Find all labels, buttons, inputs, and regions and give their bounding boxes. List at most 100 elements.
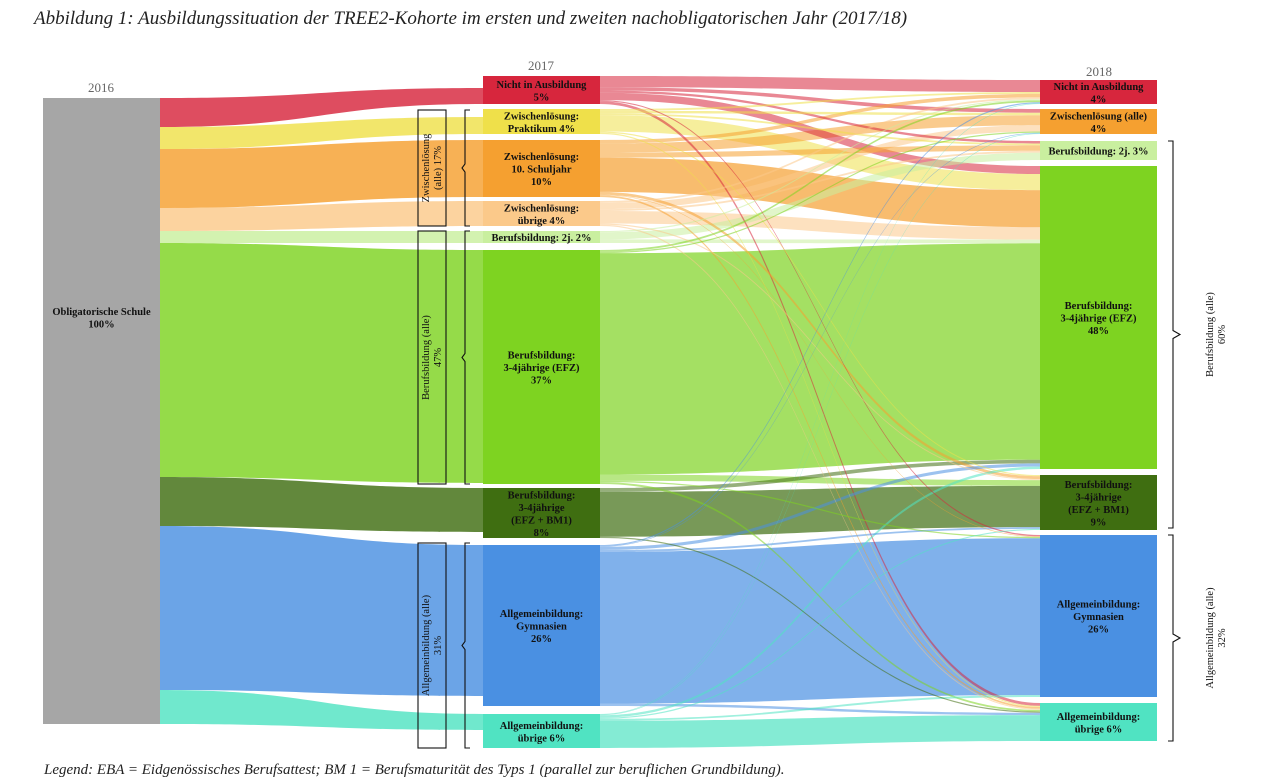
flow-2017-schuljahr-to-bb2 xyxy=(600,145,1040,158)
flow-2017-bb2-to-efz xyxy=(600,239,1040,244)
flow-2017-gym-to-bm1 xyxy=(600,527,1040,552)
node-2018-efz xyxy=(1040,166,1157,469)
node-2017-schuljahr-label-line-1: 10. Schuljahr xyxy=(511,165,571,176)
group-brace-2017-bb xyxy=(461,230,470,485)
node-2018-bm1-label-line-2: (EFZ + BM1) xyxy=(1068,505,1129,516)
node-2018-gym-label-line-0: Allgemeinbildung: xyxy=(1057,600,1140,611)
flow-2017-bb2-to-bb2 xyxy=(600,152,1040,240)
node-2016-school-label-line-0: Obligatorische Schule xyxy=(52,307,151,318)
group-box-2017-ab xyxy=(417,542,447,749)
flow-2016-zw_uebrige xyxy=(160,201,483,231)
group-box-2017-bb xyxy=(417,230,447,485)
flow-2017-zw_uebrige-to-bm1 xyxy=(600,223,1040,481)
flow-2017-schuljahr-to-bm1 xyxy=(600,191,1040,480)
flow-2017-ab_uebrige-to-gym xyxy=(600,695,1040,721)
node-2018-bm1 xyxy=(1040,475,1157,530)
flow-2017-schuljahr-to-gym xyxy=(600,194,1040,537)
group-label-2017-zw-line-0: Zwischenlösung xyxy=(421,133,432,203)
flow-2017-ab_uebrige-to-efz xyxy=(600,466,1040,718)
node-2018-nicht-label-line-1: 4% xyxy=(1091,94,1107,105)
node-2016-school-label-line-1: 100% xyxy=(88,319,114,330)
node-2018-ab_uebrige xyxy=(1040,703,1157,741)
node-2018-bm1-label-line-0: Berufsbildung: xyxy=(1065,480,1133,491)
year-label-2016: 2016 xyxy=(88,80,115,95)
group-label-2017-bb: Berufsbildung (alle)47% xyxy=(421,315,444,400)
node-2018-nicht xyxy=(1040,80,1157,104)
flow-2017-bm1-to-ab_uebrige xyxy=(600,536,1040,713)
node-2017-gym-label-line-1: Gymnasien xyxy=(516,622,567,633)
flow-2017-efz-to-zw_alle_2018 xyxy=(600,131,1040,254)
node-2018-gym-label-line-2: 26% xyxy=(1088,625,1109,636)
group-box-2017-zw xyxy=(417,109,447,227)
node-2017-praktikum xyxy=(483,109,600,134)
node-2017-efz-label-line-2: 37% xyxy=(531,376,552,387)
node-2017-efz-label-line-1: 3-4jährige (EFZ) xyxy=(503,363,580,374)
group-label-2018-bb: Berufsbildung (alle)60% xyxy=(1205,292,1228,377)
node-2017-zw_uebrige xyxy=(483,201,600,226)
group-label-2018-bb-line-1: 60% xyxy=(1217,325,1228,345)
node-2018-bm1-label-line-3: 9% xyxy=(1091,517,1107,528)
flow-2017-ab_uebrige-to-bm1 xyxy=(600,528,1040,719)
flow-2017-gym-to-ab_uebrige xyxy=(600,703,1040,716)
flow-2017-praktikum-to-ab_uebrige xyxy=(600,132,1040,708)
legend-note: Legend: EBA = Eidgenössisches Berufsatte… xyxy=(44,762,785,778)
group-label-2018-ab-line-0: Allgemeinbildung (alle) xyxy=(1205,587,1216,689)
node-2018-efz-label-line-0: Berufsbildung: xyxy=(1065,301,1133,312)
node-2018-zw_alle_2018 xyxy=(1040,109,1157,134)
node-2018-ab_uebrige-label-line-1: übrige 6% xyxy=(1075,724,1123,735)
group-label-2018-ab-line-1: 32% xyxy=(1217,628,1228,648)
flow-2017-zw_uebrige-to-zw_alle_2018 xyxy=(600,125,1040,210)
flow-2017-praktikum-to-bm1 xyxy=(600,131,1040,477)
flow-2016-efz xyxy=(160,243,483,483)
node-2016-school xyxy=(43,98,160,724)
flow-2017-efz-to-gym xyxy=(600,480,1040,539)
node-2017-praktikum-label-line-0: Zwischenlösung: xyxy=(504,111,579,122)
flow-2017-nicht-to-nicht xyxy=(600,76,1040,92)
node-2018-nicht-label-line-0: Nicht in Ausbildung xyxy=(1054,82,1145,93)
group-brace-2018-bb xyxy=(1168,140,1182,529)
node-2017-gym-label-line-0: Allgemeinbildung: xyxy=(500,609,583,620)
flow-2017-efz-to-bm1 xyxy=(600,474,1040,486)
node-2017-praktikum-label-line-1: Praktikum 4% xyxy=(508,124,575,135)
flow-2016-nicht xyxy=(160,88,483,127)
year-label-2017: 2017 xyxy=(528,58,555,73)
year-label-2018: 2018 xyxy=(1086,64,1112,79)
node-2017-ab_uebrige-label-line-0: Allgemeinbildung: xyxy=(500,721,583,732)
node-2017-bm1-label-line-3: 8% xyxy=(534,528,550,539)
node-2017-schuljahr-label-line-0: Zwischenlösung: xyxy=(504,152,579,163)
flow-2017-zw_uebrige-to-bb2 xyxy=(600,150,1040,211)
flow-2017-gym-to-nicht xyxy=(600,102,1040,547)
node-2017-bb2 xyxy=(483,231,600,243)
flow-2017-gym-to-efz xyxy=(600,463,1040,550)
group-label-2017-bb-line-1: 47% xyxy=(433,348,444,368)
group-label-2018-bb-line-0: Berufsbildung (alle) xyxy=(1205,292,1216,377)
flow-2017-efz-to-ab_uebrige xyxy=(600,482,1040,712)
node-2017-gym xyxy=(483,545,600,706)
node-2018-ab_uebrige-label-line-0: Allgemeinbildung: xyxy=(1057,712,1140,723)
group-label-2018-ab: Allgemeinbildung (alle)32% xyxy=(1205,587,1228,689)
figure-title: Abbildung 1: Ausbildungssituation der TR… xyxy=(34,8,908,29)
node-2018-zw_alle_2018-label-line-1: 4% xyxy=(1091,124,1107,135)
flow-2016-schuljahr xyxy=(160,140,483,208)
flow-2017-nicht-to-ab_uebrige xyxy=(600,101,1040,706)
node-2017-gym-label-line-2: 26% xyxy=(531,634,552,645)
flow-2017-zw_uebrige-to-ab_uebrige xyxy=(600,224,1040,710)
flow-2017-nicht-to-efz xyxy=(600,92,1040,175)
node-2017-bm1 xyxy=(483,488,600,538)
node-layer xyxy=(43,76,1157,748)
group-label-2017-zw-line-1: (alle) 17% xyxy=(433,146,444,190)
flow-layer xyxy=(160,76,1040,748)
flow-2017-praktikum-to-nicht xyxy=(600,92,1040,111)
flow-2017-efz-to-nicht xyxy=(600,100,1040,252)
flow-2017-nicht-to-gym xyxy=(600,100,1040,537)
node-2017-bm1-label-line-1: 3-4jährige xyxy=(518,503,564,514)
flow-2017-ab_uebrige-to-zw_alle_2018 xyxy=(600,133,1040,716)
node-2017-efz xyxy=(483,250,600,484)
node-2017-nicht xyxy=(483,76,600,104)
group-label-2017-ab-line-0: Allgemeinbildung (alle) xyxy=(421,594,432,696)
node-2017-bm1-label-line-2: (EFZ + BM1) xyxy=(511,515,572,526)
flow-2017-gym-to-zw_alle_2018 xyxy=(600,132,1040,547)
node-2018-gym xyxy=(1040,535,1157,697)
flow-2017-nicht-to-zw_alle_2018 xyxy=(600,87,1040,113)
